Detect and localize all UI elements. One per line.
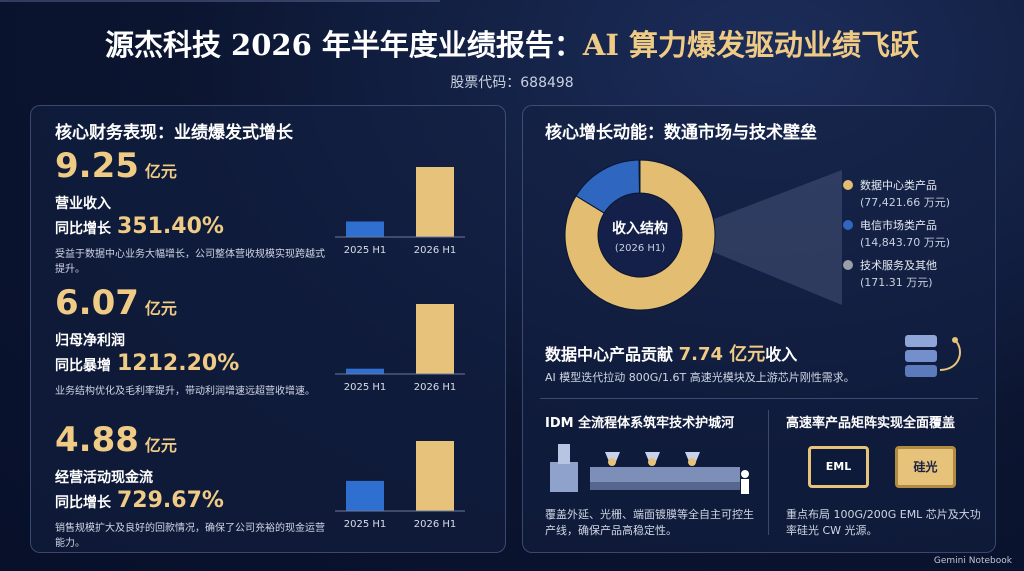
- value-label: (14,843.70 万元): [860, 236, 950, 249]
- panel-heading: 核心财务表现：业绩爆发式增长: [55, 123, 293, 143]
- growth-label: 同比增长: [55, 221, 111, 237]
- note: 受益于数据中心业务大幅增长，公司整体营收规模实现跨越式提升。: [55, 249, 325, 275]
- donut-segment: [638, 159, 641, 194]
- value: 6.07: [55, 283, 139, 323]
- matrix-text: 重点布局 100G/200G EML 芯片及大功率硅光 CW 光源。: [786, 508, 981, 537]
- divider: [768, 410, 769, 535]
- idm-text: 覆盖外延、光栅、端面镀膜等全自主可控生产线，确保产品高稳定性。: [545, 508, 754, 537]
- growth-value: 729.67%: [117, 488, 224, 513]
- note: 业务结构优化及毛利率提升，带动利润增速远超营收增速。: [55, 386, 315, 397]
- metric-label: 经营活动现金流: [55, 470, 153, 486]
- legend-dot: [843, 220, 853, 230]
- growth: 同比增长 729.67%: [55, 488, 224, 513]
- donut-segment: [564, 159, 716, 311]
- unit: 亿元: [144, 299, 177, 318]
- unit: 亿元: [144, 436, 177, 455]
- title: 源杰科技 2026 年半年度业绩报告：AI 算力爆发驱动业绩飞跃: [0, 22, 1024, 64]
- stock-code: 股票代码：688498: [450, 75, 574, 91]
- donut-chart: 数据中心类产品 (77,421.66 万元) 电信市场类产品 (14,843.70 万…: [564, 159, 950, 311]
- growth-label: 同比增长: [55, 495, 111, 511]
- legend-dot: [843, 260, 853, 270]
- x-tick-label: 2025 H1: [344, 519, 387, 530]
- title-highlight: AI 算力爆发驱动业绩飞跃: [582, 28, 920, 62]
- chip-icon: 硅光: [895, 446, 956, 488]
- title-main: 源杰科技 2026 年半年度业绩报告：: [104, 28, 583, 62]
- value: 9.25: [55, 146, 139, 186]
- watermark: Gemini Notebook: [933, 556, 1012, 566]
- separator: [0, 0, 440, 1]
- text: 收入: [765, 345, 798, 364]
- chip-icon: EML: [808, 446, 869, 488]
- donut-subtitle: (2026 H1): [615, 243, 665, 254]
- bar: [346, 368, 384, 374]
- donut-hole: [599, 194, 681, 276]
- bar: [416, 304, 454, 374]
- metric-label: 营业收入: [55, 196, 111, 212]
- value: 4.88: [55, 420, 139, 460]
- metric-value: 4.88 亿元: [55, 420, 177, 460]
- bar-chart: 2025 H1 2026 H1: [335, 304, 465, 393]
- bar: [346, 221, 384, 237]
- value-label: (77,421.66 万元): [860, 196, 950, 209]
- bar: [416, 441, 454, 511]
- bar: [416, 167, 454, 237]
- server-icon: [905, 335, 961, 377]
- note: 销售规模扩大及良好的回款情况，确保了公司充裕的现金运营能力。: [55, 523, 325, 549]
- panel-heading: 核心增长动能：数通市场与技术壁垒: [545, 123, 817, 143]
- x-tick-label: 2026 H1: [414, 519, 457, 530]
- bar-chart: 2025 H1 2026 H1: [335, 441, 465, 530]
- bar: [346, 480, 384, 511]
- separator: [0, 1, 440, 2]
- idm-title: IDM 全流程体系筑牢技术护城河: [545, 416, 735, 431]
- legend-label: 数据中心类产品: [860, 178, 937, 192]
- divider: [540, 398, 978, 399]
- unit: 亿元: [144, 162, 177, 181]
- datacenter-heading: 数据中心产品贡献 7.74 亿元收入: [545, 340, 797, 366]
- datacenter-text: AI 模型迭代拉动 800G/1.6T 高速光模块及上游芯片刚性需求。: [545, 371, 855, 384]
- matrix-title: 高速率产品矩阵实现全面覆盖: [786, 416, 956, 431]
- growth-label: 同比暴增: [55, 358, 111, 374]
- donut-title: 收入结构: [612, 220, 668, 237]
- growth: 同比增长 351.40%: [55, 214, 224, 239]
- legend-label: 电信市场类产品: [860, 218, 937, 232]
- light-beam: [672, 170, 842, 305]
- x-tick-label: 2025 H1: [344, 382, 387, 393]
- text: 数据中心产品贡献: [545, 345, 674, 364]
- x-tick-label: 2025 H1: [344, 245, 387, 256]
- legend-label: 技术服务及其他: [860, 259, 937, 272]
- x-tick-label: 2026 H1: [414, 382, 457, 393]
- bar-chart: 2025 H1 2026 H1: [335, 167, 465, 256]
- growth-value: 351.40%: [117, 214, 224, 239]
- metric-label: 归母净利润: [55, 333, 125, 349]
- growth-value: 1212.20%: [117, 351, 240, 376]
- metric-value: 6.07 亿元: [55, 283, 177, 323]
- metric-value: 9.25 亿元: [55, 146, 177, 186]
- growth: 同比暴增 1212.20%: [55, 351, 239, 376]
- legend-dot: [843, 180, 853, 190]
- factory-icon: [550, 444, 749, 494]
- x-tick-label: 2026 H1: [414, 245, 457, 256]
- highlight: 7.74 亿元: [678, 344, 766, 365]
- value-label: (171.31 万元): [860, 276, 933, 289]
